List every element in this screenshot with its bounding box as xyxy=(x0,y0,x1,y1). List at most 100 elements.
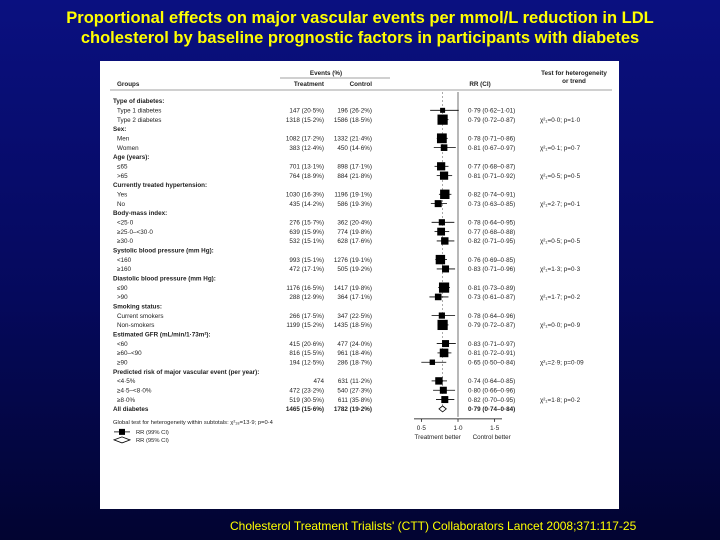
rr-square xyxy=(442,340,450,348)
rr-square xyxy=(437,227,446,236)
control-events: 1435 (18·5%) xyxy=(334,322,372,329)
treatment-events: 639 (15·9%) xyxy=(289,229,324,236)
row-label: ≥4·5–<8·0% xyxy=(117,387,152,394)
forest-plot: Events (%) Groups Treatment Control RR (CI) T… xyxy=(110,70,612,444)
control-events: 286 (18·7%) xyxy=(337,359,372,366)
rr-ci-text: 0·78 (0·64–0·96) xyxy=(468,313,515,320)
rr-ci-text: 0·81 (0·72–0·91) xyxy=(468,350,515,357)
control-events: 898 (17·1%) xyxy=(337,164,372,171)
treatment-events: 701 (13·1%) xyxy=(289,164,324,171)
x-tick-label: 1·0 xyxy=(453,425,463,432)
rr-ci-text: 0·65 (0·50–0·84) xyxy=(468,359,515,366)
rr-ci-text: 0·76 (0·69–0·85) xyxy=(468,257,515,264)
rr-ci-text: 0·81 (0·67–0·97) xyxy=(468,145,515,152)
rr-square xyxy=(434,200,442,208)
heterogeneity-test: χ²₁=0·0; p=1·0 xyxy=(540,117,581,124)
control-events: 364 (17·1%) xyxy=(337,294,372,301)
control-events: 362 (20·4%) xyxy=(337,219,372,226)
control-events: 450 (14·6%) xyxy=(337,145,372,152)
control-events: 961 (18·4%) xyxy=(337,350,372,357)
control-events: 628 (17·6%) xyxy=(337,238,372,245)
rr-ci-text: 0·78 (0·64–0·95) xyxy=(468,219,515,226)
treatment-events: 993 (15·1%) xyxy=(289,257,324,264)
x-tick-label: 1·5 xyxy=(490,425,500,432)
rr-square xyxy=(439,386,447,394)
treatment-events: 288 (12·9%) xyxy=(289,294,324,301)
subgroup-header: Age (years): xyxy=(113,154,149,161)
treatment-events: 415 (20·6%) xyxy=(289,341,324,348)
rr-ci-text: 0·83 (0·71–0·97) xyxy=(468,341,515,348)
row-label: ≥8·0% xyxy=(117,397,136,404)
rr-square xyxy=(437,114,448,125)
rr-ci-text: 0·79 (0·74–0·84) xyxy=(468,406,515,413)
row-label: Women xyxy=(117,145,139,152)
rr-ci-text: 0·73 (0·61–0·87) xyxy=(468,294,515,301)
row-label: <4·5% xyxy=(117,378,136,385)
subgroup-header: Predicted risk of major vascular event (… xyxy=(113,369,259,376)
control-events: 611 (35·8%) xyxy=(338,397,372,404)
slide-title: Proportional effects on major vascular e… xyxy=(66,9,654,47)
treatment-events: 764 (18·9%) xyxy=(289,173,324,180)
treatment-events: 472 (17·1%) xyxy=(289,266,324,273)
rr-ci-text: 0·79 (0·72–0·87) xyxy=(468,117,515,124)
subgroup-header: Currently treated hypertension: xyxy=(113,182,207,189)
row-label: Type 2 diabetes xyxy=(117,117,161,124)
treatment-events: 816 (15·5%) xyxy=(289,350,324,357)
subgroup-header: Estimated GFR (mL/min/1·73m²): xyxy=(113,331,211,338)
row-label: Type 1 diabetes xyxy=(117,108,161,115)
treatment-events: 1176 (16·5%) xyxy=(286,285,324,292)
rr-square xyxy=(437,162,446,171)
row-label: Yes xyxy=(117,192,127,199)
treatment-events: 1199 (15·2%) xyxy=(286,322,324,329)
control-events: 1417 (19·8%) xyxy=(334,285,372,292)
control-events: 1782 (19·2%) xyxy=(334,406,372,413)
treatment-events: 532 (15·1%) xyxy=(289,238,324,245)
legend-label: RR (95% CI) xyxy=(136,438,169,444)
rr-ci-text: 0·82 (0·71–0·95) xyxy=(468,238,515,245)
rr-ci-text: 0·78 (0·71–0·86) xyxy=(468,136,515,143)
control-events: 884 (21·8%) xyxy=(337,173,372,180)
treatment-events: 1318 (15·2%) xyxy=(286,117,324,124)
row-label: ≥30·0 xyxy=(117,238,134,245)
rr-ci-text: 0·81 (0·71–0·92) xyxy=(468,173,515,180)
groups-header: Groups xyxy=(117,81,140,88)
control-events: 347 (22·5%) xyxy=(337,313,372,320)
rr-ci-text: 0·82 (0·74–0·91) xyxy=(468,192,515,199)
treatment-events: 1082 (17·2%) xyxy=(286,136,324,143)
rr-square xyxy=(429,359,436,365)
rr-square xyxy=(439,171,449,180)
rr-square xyxy=(435,254,446,265)
legend-square-symbol xyxy=(119,428,125,435)
rr-square xyxy=(440,189,450,199)
control-events: 774 (19·8%) xyxy=(337,229,372,236)
heterogeneity-test: χ²₁=1·7; p=0·2 xyxy=(540,294,581,301)
rr-square xyxy=(434,293,442,301)
rr-header: RR (CI) xyxy=(469,81,490,88)
rr-ci-text: 0·81 (0·73–0·89) xyxy=(468,285,515,292)
control-header: Control xyxy=(350,81,373,88)
row-label: ≤90 xyxy=(117,285,128,292)
row-label: <160 xyxy=(117,257,132,264)
heterogeneity-header: or trend xyxy=(562,78,586,85)
row-label: Men xyxy=(117,136,130,143)
row-label: No xyxy=(117,201,126,208)
subgroup-header: Systolic blood pressure (mm Hg): xyxy=(113,247,214,254)
row-label: ≥160 xyxy=(117,266,131,273)
x-tick-label: 0·5 xyxy=(417,425,427,432)
total-label: All diabetes xyxy=(113,406,149,413)
treatment-events: 1465 (15·6%) xyxy=(286,406,324,413)
control-events: 586 (19·3%) xyxy=(337,201,372,208)
heterogeneity-test: χ²₁=2·7; p=0·1 xyxy=(540,201,581,208)
rr-square xyxy=(438,282,450,293)
legend-label: RR (99% CI) xyxy=(136,430,169,436)
rr-square xyxy=(442,265,450,273)
rr-ci-text: 0·77 (0·68–0·87) xyxy=(468,164,515,171)
control-events: 631 (11·2%) xyxy=(338,378,372,385)
heterogeneity-test: χ²₁=0·1; p=0·7 xyxy=(540,145,581,152)
heterogeneity-test: χ²₁=1·3; p=0·3 xyxy=(540,266,581,273)
row-label: Current smokers xyxy=(117,313,164,320)
heterogeneity-header: Test for heterogeneity xyxy=(541,70,607,77)
subgroup-header: Smoking status: xyxy=(113,303,162,310)
row-label: >90 xyxy=(117,294,128,301)
treatment-events: 435 (14·2%) xyxy=(289,201,324,208)
